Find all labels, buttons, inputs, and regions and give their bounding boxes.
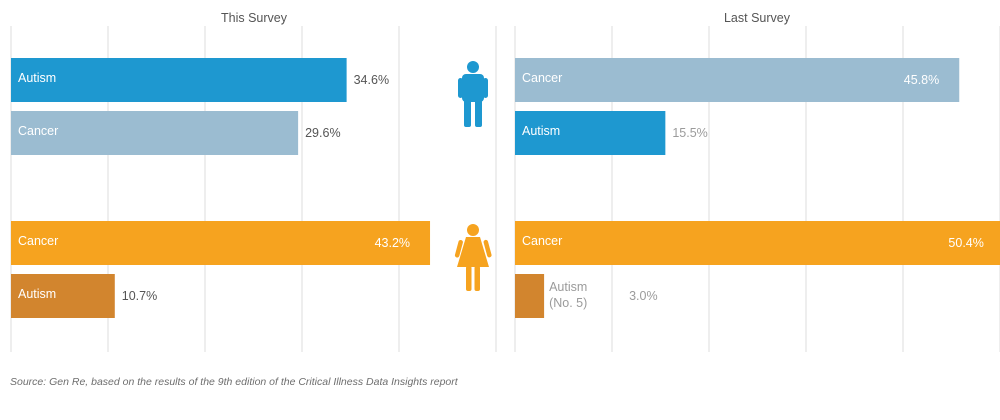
bar-female-cancer	[11, 221, 431, 265]
bar-category-label: Autism	[18, 71, 56, 85]
bar-category-label: Autism	[522, 124, 560, 138]
bar-value-label: 50.4%	[948, 236, 983, 250]
panel-title-this-survey: This Survey	[221, 11, 288, 25]
bar-category-label: Cancer	[18, 124, 58, 138]
bar-category-label: Autism	[18, 287, 56, 301]
bar-male-cancer	[11, 111, 299, 155]
bar-female-autism	[11, 274, 115, 318]
panel-title-last-survey: Last Survey	[724, 11, 791, 25]
bar-value-label: 29.6%	[305, 126, 340, 140]
bar-male-autism	[11, 58, 347, 102]
bar-category-label: Autism (No. 5)	[549, 280, 587, 310]
source-note: Source: Gen Re, based on the results of …	[10, 376, 458, 388]
bar-value-label: 15.5%	[672, 126, 707, 140]
female-person-icon	[454, 224, 492, 291]
male-person-icon	[458, 61, 488, 127]
bar-value-label: 10.7%	[122, 289, 157, 303]
bar-value-label: 43.2%	[375, 236, 410, 250]
bar-category-label: Cancer	[522, 71, 562, 85]
bar-male-cancer	[515, 58, 960, 102]
bar-female-cancer	[515, 221, 1000, 265]
bar-category-label: Cancer	[522, 234, 562, 248]
bar-value-label: 45.8%	[904, 73, 939, 87]
bar-category-label: Cancer	[18, 234, 58, 248]
bar-value-label: 3.0%	[629, 289, 658, 303]
bar-female-autism	[515, 274, 545, 318]
bars-layer: Autism 34.6% Cancer 29.6% Cancer 43.2% Autism 1…	[11, 58, 1000, 318]
survey-comparison-chart: Autism 34.6% Cancer 29.6% Cancer 43.2% Autism 1…	[10, 11, 1000, 352]
bar-male-autism	[515, 111, 666, 155]
bar-value-label: 34.6%	[354, 73, 389, 87]
